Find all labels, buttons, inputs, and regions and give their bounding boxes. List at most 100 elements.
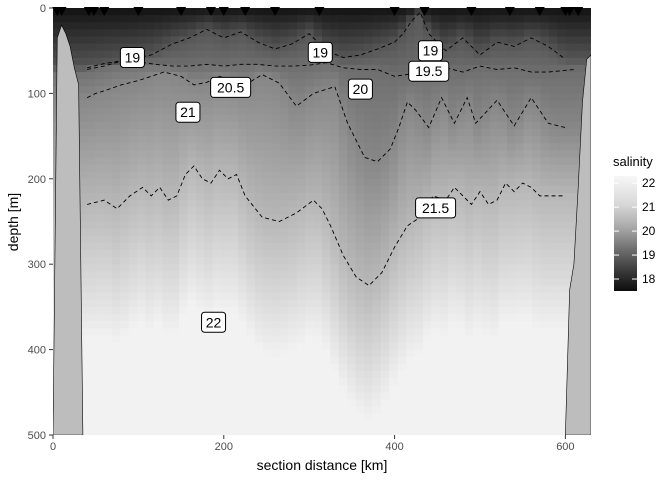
field-cell [279,43,289,52]
field-cell [439,93,449,102]
field-cell [128,292,138,301]
field-cell [498,342,508,351]
field-cell [548,93,558,102]
field-cell [246,114,256,123]
field-cell [78,314,88,322]
field-cell [456,171,466,180]
field-cell [464,349,474,358]
field-cell [78,107,88,116]
field-cell [204,114,214,123]
field-cell [187,86,197,94]
field-cell [532,242,542,251]
field-cell [254,64,264,73]
field-cell [515,349,525,358]
field-cell [103,15,113,23]
field-cell [95,157,105,166]
field-cell [246,121,256,130]
field-cell [296,64,306,73]
field-cell [305,185,315,194]
field-cell [523,50,533,59]
field-cell [330,22,340,30]
field-cell [389,50,399,59]
field-cell [532,363,542,372]
field-cell [195,79,205,87]
field-cell [406,314,416,322]
field-cell [95,171,105,180]
field-cell [439,335,449,344]
field-cell [498,207,508,215]
field-cell [414,413,424,422]
field-cell [103,427,113,435]
field-cell [380,193,390,201]
field-cell [103,235,113,244]
field-cell [389,214,399,223]
field-cell [397,278,407,287]
field-cell [305,370,315,379]
field-cell [389,228,399,237]
field-cell [145,79,155,87]
field-cell [448,427,458,435]
field-cell [95,356,105,365]
field-cell [271,200,281,208]
field-cell [355,328,365,336]
field-cell [254,242,264,251]
field-cell [162,64,172,73]
field-cell [246,321,256,329]
field-cell [330,171,340,180]
field-cell [481,314,491,322]
field-cell [212,171,222,180]
field-cell [548,121,558,130]
field-cell [78,79,88,87]
field-cell [170,314,180,322]
field-cell [288,79,298,87]
field-cell [195,207,205,215]
field-cell [431,363,441,372]
field-cell [498,178,508,187]
field-cell [506,378,516,386]
field-cell [195,392,205,401]
field-cell [263,427,273,435]
field-cell [448,93,458,102]
field-cell [78,249,88,258]
field-cell [338,264,348,272]
field-cell [540,264,550,272]
field-cell [414,185,424,194]
field-cell [389,200,399,208]
field-cell [179,228,189,237]
field-cell [490,164,500,173]
field-cell [103,121,113,130]
field-cell [86,228,96,237]
field-cell [313,36,323,45]
field-cell [397,392,407,401]
field-cell [78,349,88,358]
field-cell [170,185,180,194]
field-cell [128,278,138,287]
field-cell [187,64,197,73]
field-cell [95,128,105,137]
field-cell [557,8,567,16]
field-cell [153,221,163,230]
field-cell [523,207,533,215]
field-cell [279,64,289,73]
field-cell [78,22,88,30]
field-cell [95,214,105,223]
field-cell [162,93,172,102]
field-cell [120,15,130,23]
field-cell [439,328,449,336]
field-cell [162,235,172,244]
field-cell [548,128,558,137]
field-cell [53,15,63,23]
field-cell [372,299,382,308]
field-cell [271,257,281,265]
field-cell [279,363,289,372]
field-cell [540,164,550,173]
field-cell [103,100,113,109]
field-cell [456,157,466,166]
field-cell [187,328,197,336]
field-cell [364,157,374,166]
field-cell [347,321,357,329]
field-cell [229,328,239,336]
field-cell [506,100,516,109]
field-cell [296,207,306,215]
field-cell [78,370,88,379]
